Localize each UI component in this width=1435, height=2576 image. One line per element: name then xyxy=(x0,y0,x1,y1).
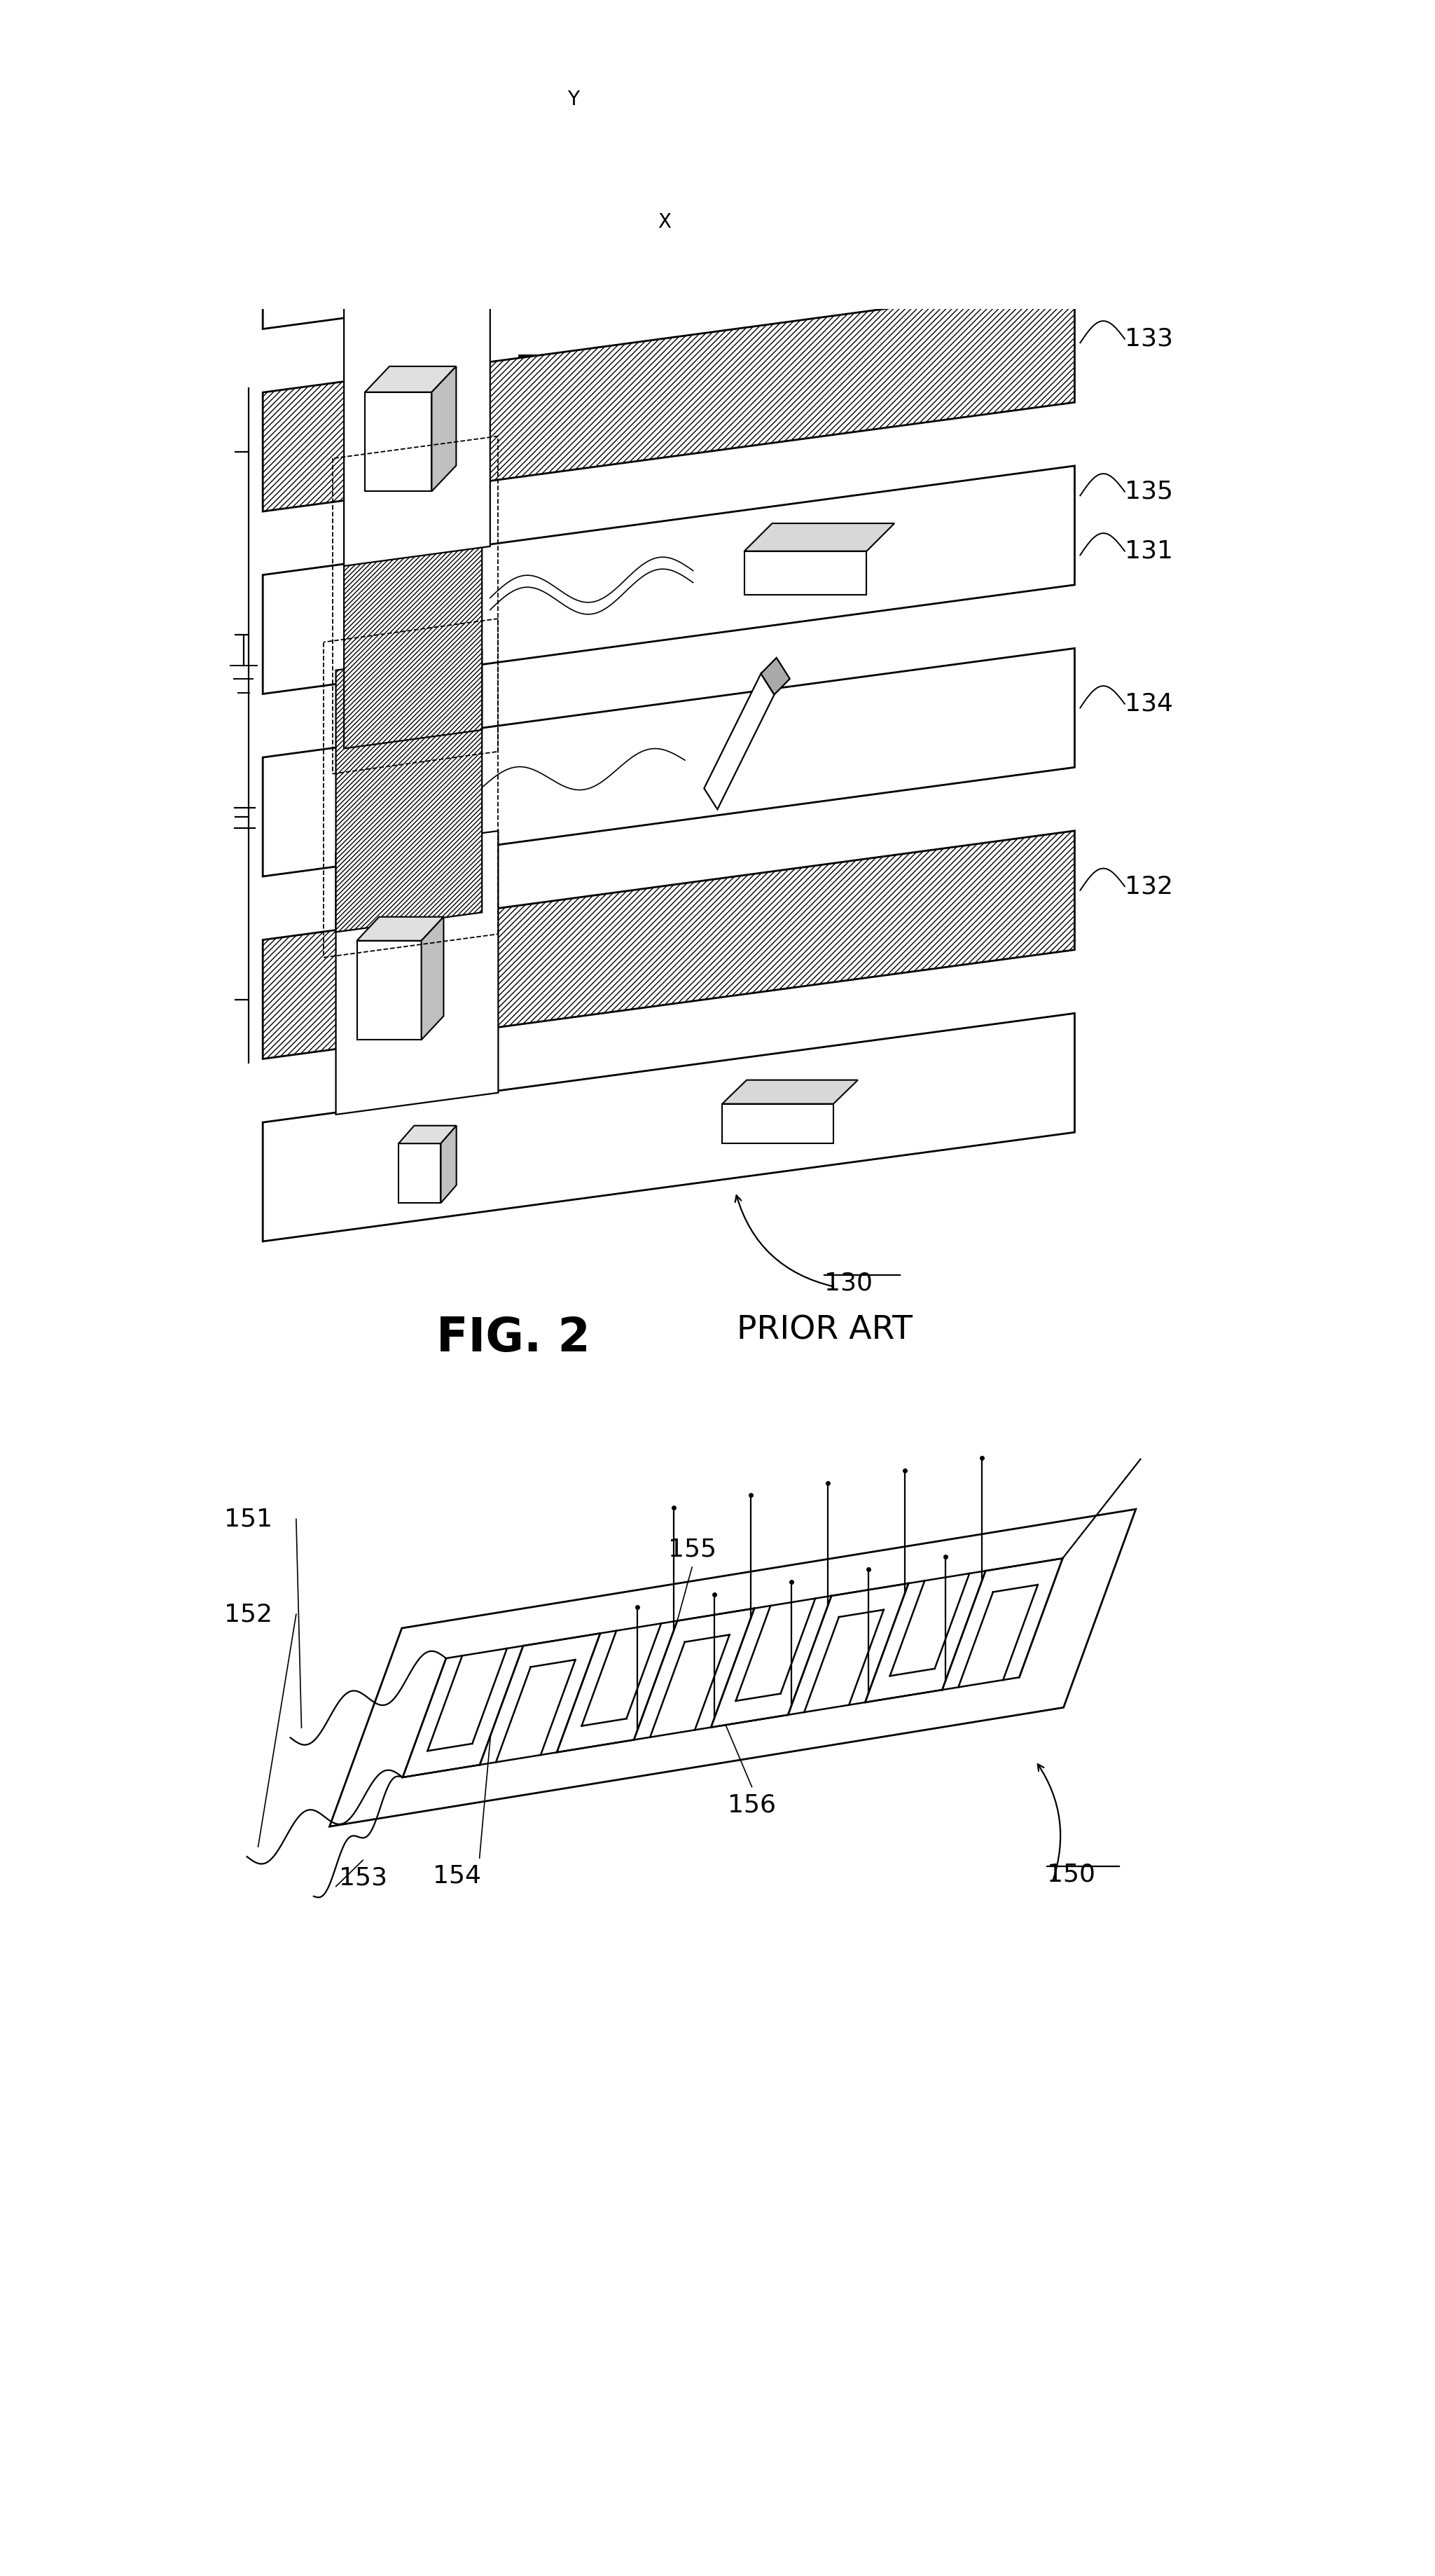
Text: PRIOR ART: PRIOR ART xyxy=(781,353,957,384)
Polygon shape xyxy=(403,1558,1063,1777)
Polygon shape xyxy=(344,469,482,750)
Text: FIG. 2: FIG. 2 xyxy=(436,1314,590,1360)
Text: 153: 153 xyxy=(339,1865,387,1891)
Polygon shape xyxy=(263,283,1075,513)
Polygon shape xyxy=(263,466,1075,693)
Polygon shape xyxy=(422,917,443,1041)
Polygon shape xyxy=(263,832,1075,1059)
Text: 131: 131 xyxy=(1125,538,1172,564)
Polygon shape xyxy=(344,283,491,567)
Polygon shape xyxy=(364,366,456,392)
Polygon shape xyxy=(745,178,888,227)
Polygon shape xyxy=(263,649,1075,876)
Polygon shape xyxy=(399,1126,456,1144)
Polygon shape xyxy=(722,1105,834,1144)
Text: 156: 156 xyxy=(728,1793,776,1816)
Text: X: X xyxy=(657,211,672,232)
Polygon shape xyxy=(745,147,920,178)
Polygon shape xyxy=(387,183,465,291)
Polygon shape xyxy=(330,1510,1137,1826)
Text: 154: 154 xyxy=(433,1865,481,1888)
Polygon shape xyxy=(263,1012,1075,1242)
Polygon shape xyxy=(745,523,894,551)
Text: 150: 150 xyxy=(1048,1862,1095,1886)
Polygon shape xyxy=(761,657,789,696)
Polygon shape xyxy=(263,100,1075,330)
Text: 130: 130 xyxy=(824,1270,872,1296)
Text: 135: 135 xyxy=(1125,479,1172,502)
Polygon shape xyxy=(336,832,498,1115)
Polygon shape xyxy=(336,652,482,933)
Text: 132: 132 xyxy=(1125,873,1172,899)
Polygon shape xyxy=(357,917,443,940)
Text: 151: 151 xyxy=(224,1507,273,1530)
Text: 155: 155 xyxy=(667,1538,716,1561)
Polygon shape xyxy=(705,672,775,809)
Polygon shape xyxy=(745,551,867,595)
Polygon shape xyxy=(357,940,422,1041)
Polygon shape xyxy=(432,366,456,492)
Text: 133: 133 xyxy=(1125,327,1172,350)
Polygon shape xyxy=(722,1079,858,1105)
Text: 134: 134 xyxy=(1125,693,1172,716)
Text: Y: Y xyxy=(567,90,580,108)
Text: FIG. 1: FIG. 1 xyxy=(514,353,667,399)
Text: PRIOR ART: PRIOR ART xyxy=(736,1314,913,1347)
Polygon shape xyxy=(364,392,432,492)
Polygon shape xyxy=(399,1144,441,1203)
Text: 152: 152 xyxy=(224,1602,273,1625)
Polygon shape xyxy=(387,152,492,183)
Polygon shape xyxy=(465,152,492,291)
Polygon shape xyxy=(441,1126,456,1203)
